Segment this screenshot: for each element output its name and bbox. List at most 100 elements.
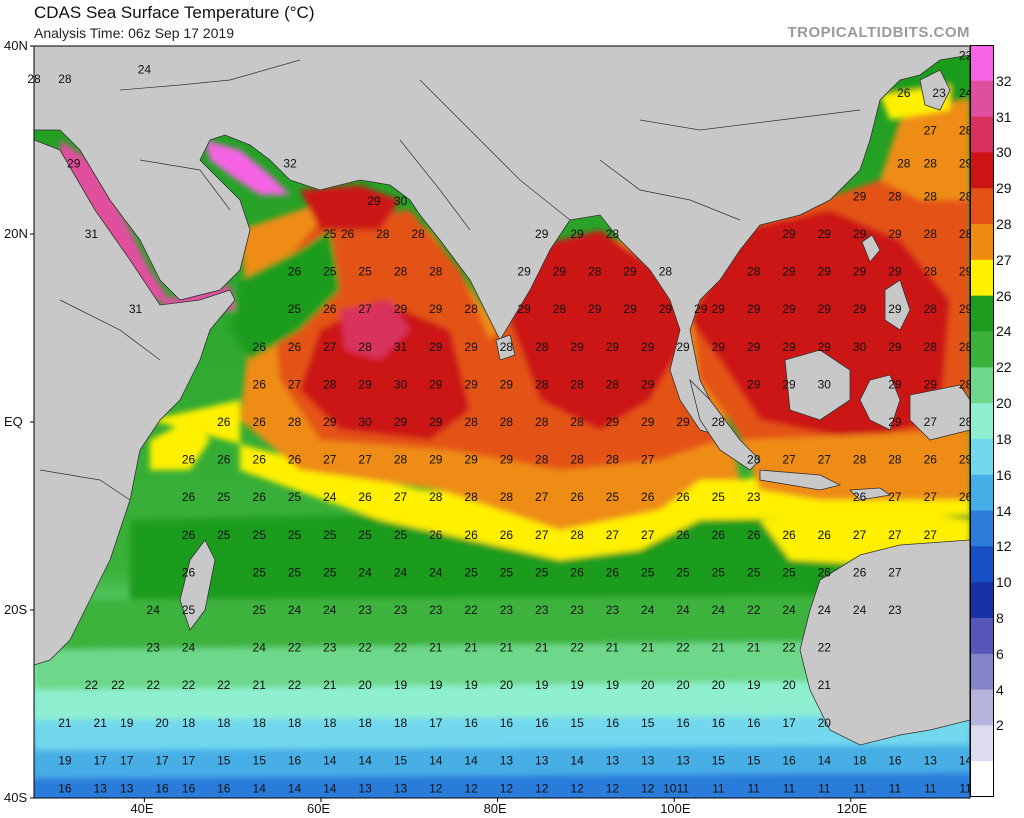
sst-label: 15 (570, 716, 584, 730)
sst-label: 30 (394, 194, 408, 208)
sst-label: 13 (924, 753, 938, 767)
sst-label: 21 (818, 678, 832, 692)
sst-label: 22 (182, 678, 196, 692)
sst-label: 28 (500, 490, 514, 504)
sst-label: 26 (217, 453, 231, 467)
sst-label: 29 (747, 340, 761, 354)
sst-label: 25 (288, 528, 302, 542)
sst-label: 27 (782, 453, 796, 467)
sst-label: 30 (394, 377, 408, 391)
sst-label: 29 (924, 377, 938, 391)
sst-label: 26 (924, 453, 938, 467)
sst-label: 28 (959, 189, 973, 203)
sst-label: 21 (323, 678, 337, 692)
sst-label: 24 (288, 603, 302, 617)
sst-label: 27 (535, 528, 549, 542)
sst-label: 24 (358, 565, 372, 579)
sst-label: 28 (888, 453, 902, 467)
sst-label: 29 (323, 415, 337, 429)
sst-label: 13 (120, 782, 134, 796)
sst-label: 29 (888, 302, 902, 316)
sst-label: 24 (394, 565, 408, 579)
sst-label: 26 (182, 528, 196, 542)
sst-label: 29 (782, 227, 796, 241)
sst-label: 18 (323, 716, 337, 730)
sst-label: 29 (782, 302, 796, 316)
sst-label: 23 (358, 603, 372, 617)
sst-label: 14 (429, 753, 443, 767)
sst-label: 29 (570, 340, 584, 354)
sst-label: 13 (606, 753, 620, 767)
land-masses (34, 46, 970, 746)
sst-label: 23 (394, 603, 408, 617)
sst-label: 25 (464, 565, 478, 579)
sst-label: 23 (747, 490, 761, 504)
sst-label: 26 (253, 453, 267, 467)
lat-label: 40N (4, 38, 28, 53)
sst-label: 28 (570, 377, 584, 391)
sst-label: 18 (394, 716, 408, 730)
sst-label: 28 (429, 490, 443, 504)
colorbar-label: 14 (996, 502, 1012, 519)
sst-label: 28 (464, 302, 478, 316)
sst-label: 26 (606, 565, 620, 579)
sst-label: 29 (429, 415, 443, 429)
sst-label: 16 (500, 716, 514, 730)
sst-label: 25 (641, 565, 655, 579)
sst-label: 21 (747, 641, 761, 655)
sst-label: 26 (641, 490, 655, 504)
sst-label: 26 (464, 528, 478, 542)
sst-label: 25 (323, 565, 337, 579)
colorbar-swatch (970, 617, 994, 655)
lon-label: 100E (660, 801, 691, 816)
sst-label: 25 (217, 490, 231, 504)
colorbar-swatch (970, 510, 994, 547)
sst-label: 11 (783, 782, 796, 796)
sst-label: 27 (358, 302, 372, 316)
sst-label: 21 (641, 641, 655, 655)
sst-label: 29 (712, 302, 726, 316)
sst-label: 28 (27, 72, 41, 86)
sst-label: 17 (182, 753, 196, 767)
sst-label: 26 (897, 86, 911, 100)
sst-label: 27 (535, 490, 549, 504)
colorbar-swatch (970, 331, 994, 368)
sst-label: 28 (659, 265, 673, 279)
sst-label: 29 (588, 302, 602, 316)
sst-label: 22 (147, 678, 161, 692)
sst-label: 24 (782, 603, 796, 617)
sst-label: 28 (853, 453, 867, 467)
sst-label: 14 (253, 782, 267, 796)
sst-label: 12 (535, 782, 549, 796)
colorbar-label: 29 (996, 180, 1012, 197)
colorbar-swatch (970, 152, 994, 189)
sst-label: 25 (323, 528, 337, 542)
sst-label: 29 (67, 157, 81, 171)
sst-label: 29 (959, 157, 973, 171)
colorbar-swatch (970, 438, 994, 476)
sst-label: 12 (641, 782, 655, 796)
colorbar-swatch (970, 761, 994, 797)
sst-label: 29 (429, 340, 443, 354)
sst-label: 16 (888, 753, 902, 767)
sst-label: 26 (500, 528, 514, 542)
sst-label: 31 (85, 227, 99, 241)
sst-label: 20 (676, 678, 690, 692)
sst-label: 25 (500, 565, 514, 579)
sst-label: 28 (606, 453, 620, 467)
sst-label: 19 (120, 716, 134, 730)
sst-label: 24 (147, 603, 161, 617)
lat-label: 20N (4, 226, 28, 241)
sst-label: 28 (464, 415, 478, 429)
sst-fill-zones (34, 50, 970, 798)
sst-label: 11 (924, 782, 937, 796)
sst-label: 28 (358, 340, 372, 354)
sst-label: 11 (889, 782, 902, 796)
sst-label: 29 (818, 340, 832, 354)
sst-label: 19 (570, 678, 584, 692)
sst-label: 26 (853, 490, 867, 504)
sst-label: 21 (606, 641, 620, 655)
sst-label: 11 (747, 782, 760, 796)
sst-label: 26 (253, 415, 267, 429)
sst-label: 29 (888, 227, 902, 241)
